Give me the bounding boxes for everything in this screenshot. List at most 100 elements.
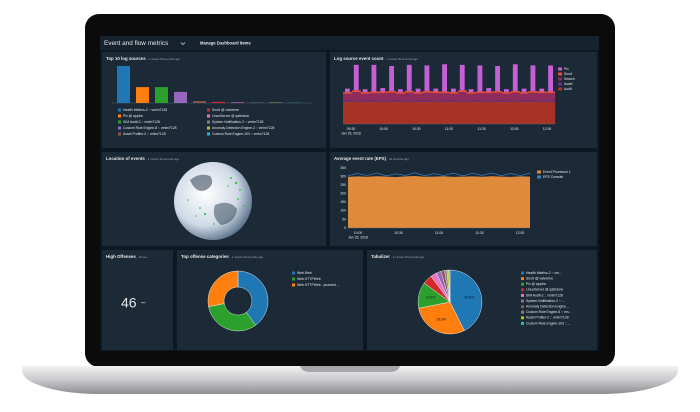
x-tick-label: 11:00 [445,127,453,131]
legend-label: Search [564,77,575,81]
x-tick-label: 12:00 [510,127,519,131]
manage-items[interactable]: Manage Dashboard Items [200,41,251,46]
stack-segment [396,93,406,101]
stack-segment [397,89,403,93]
stack-segment [537,93,547,101]
offense-trend: – [141,298,146,307]
y-tick-label: 150 [340,200,346,204]
stack-segment [371,64,377,92]
panel-title: Top 10 log sources - 1 minute 09 seconds… [106,56,180,61]
legend-swatch [558,72,562,76]
legend-swatch [207,132,210,136]
stack-segment [457,90,467,93]
panel-title-text: Average event rate (EPS) [334,156,387,161]
stack-segment [422,100,432,102]
stack-segment [450,88,456,93]
legend-swatch [118,126,121,130]
stack-segment [431,101,441,124]
stack-segment [406,64,412,91]
stack-segment [360,100,370,102]
stack-segment [548,65,554,92]
stack-segment [422,90,432,93]
x-tick-label: 10:00 [379,127,388,131]
legend-label: Snort @ valverine [212,108,239,112]
x-date-label: Jan 25, 2018 [348,235,368,239]
stack-segment [457,100,467,102]
globe-land [213,202,237,225]
stack-segment [431,91,441,94]
legend-label: Asset [564,82,573,86]
legend-label: Web.Web [297,271,312,275]
legend-label: SIM Audit-2 :: vmlm7128 [123,120,160,124]
legend-label: Custom Rule Engine-8 :: vm... [526,310,571,314]
legend-label: Custom Rule Engine-103 :: vmlm7128 [212,132,269,136]
stack-segment [404,101,414,124]
legend-label: Anomaly Detection Engine... [526,304,569,308]
legend-label: Pix @ appfra [526,282,546,286]
bar [174,91,187,103]
stack-segment [519,101,529,124]
stack-segment [369,93,379,101]
stack-segment [519,92,529,94]
panel-title: Average event rate (EPS) - 46 seconds ag… [334,156,409,161]
stack-segment [528,90,538,93]
stack-segment [449,100,459,102]
panel-title: Tabulizer - 1 minute 29 seconds ago [371,254,425,259]
legend-label: Anomaly Detection Engine-2 :: vmlm7128 [212,126,274,130]
x-tick-label: 12:30 [543,127,552,131]
legend-label: Snort @ valverine [526,276,553,280]
laptop-notch [300,366,400,372]
line [347,172,531,177]
x-tick-label: 12:00 [516,231,525,235]
stack-segment [528,101,538,124]
legend-label: Custom Rule Engine-103 :: ... [526,321,571,325]
panel-title-text: Location of events [106,156,145,161]
panel [177,250,363,350]
stack-segment [380,88,386,92]
legend-swatch [207,126,210,130]
stack-segment [530,65,536,91]
stack-segment [502,100,512,102]
legend-label: Snort [564,72,572,76]
panel-updated: - 1 minute 29 seconds ago [391,255,424,259]
stack-segment [404,92,414,101]
pie-slice [237,270,269,326]
panel [102,250,173,350]
stack-segment [351,90,361,93]
y-tick-label: 50 [342,217,346,221]
stack-segment [510,90,520,93]
panel-title-text: Log source event count [334,56,384,61]
offense-count: 46 [121,295,137,311]
legend-swatch [521,288,524,292]
panel-updated: - 1 minute 09 seconds ago [147,57,180,61]
bar [193,101,206,103]
stack-segment [389,66,395,91]
stack-segment [351,100,361,102]
y-tick-label: 200 [340,192,346,196]
stack-segment [404,100,414,102]
legend-swatch [521,321,524,325]
stack-segment [413,101,423,124]
stack-segment [484,101,494,124]
stack-segment [344,88,350,93]
stack-segment [546,101,556,124]
stack-segment [343,92,353,94]
dashboard-menu[interactable]: Event and flow metrics [104,40,168,47]
legend-label: Audit [564,87,572,91]
stack-segment [396,92,406,94]
stack-segment [503,89,509,93]
panel-title: Location of events - 1 minute 30 seconds… [106,156,179,161]
stack-segment [521,88,527,93]
legend-label: SIM Audit-2 :: vmlm7128 [526,293,563,297]
laptop-base [21,366,679,394]
stack-segment [475,93,485,101]
stack-segment [546,93,556,101]
y-tick-label: 350 [340,166,346,170]
legend-swatch [558,67,562,71]
stack-segment [457,101,467,124]
stack-segment [360,92,370,94]
stack-segment [475,100,485,102]
legend-swatch [537,170,541,174]
pie-slice [448,269,451,303]
legend-label: Web.HTTPWeb [297,277,321,281]
